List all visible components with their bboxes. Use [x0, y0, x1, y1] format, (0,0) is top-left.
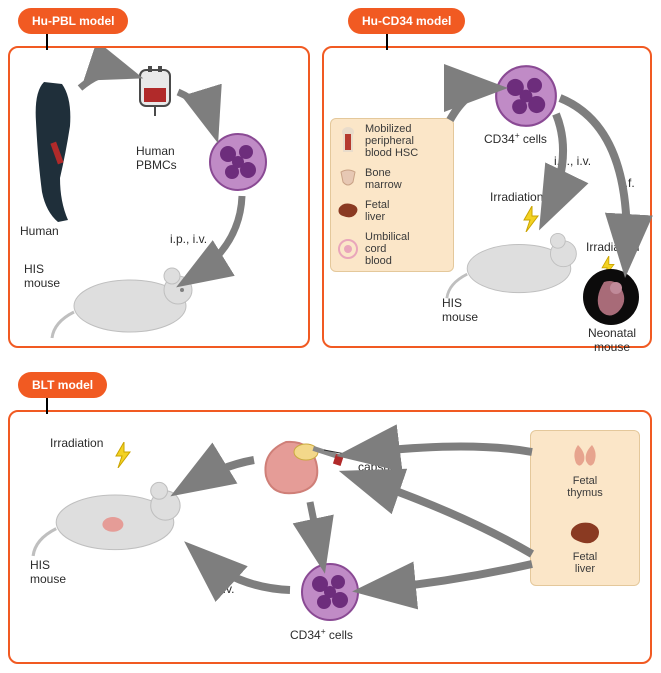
hu-pbl-badge: Hu-PBL model: [18, 8, 128, 34]
hu-pbl-panel: Human Human PBMCs i.p., i.v.: [8, 46, 310, 348]
hu-cd34-badge-stem: [386, 32, 388, 50]
hu-pbl-arrows: [10, 48, 312, 350]
hu-cd34-badge: Hu-CD34 model: [348, 8, 465, 34]
cd34-arrows: [324, 48, 654, 350]
blt-title: BLT model: [32, 378, 93, 392]
blt-panel: Irradiation HIS mouse Kidney capsu: [8, 410, 652, 664]
hu-cd34-panel: Mobilized peripheral blood HSC Bone marr…: [322, 46, 652, 348]
blt-badge: BLT model: [18, 372, 107, 398]
hu-pbl-title: Hu-PBL model: [32, 14, 114, 28]
blt-arrows: [10, 412, 654, 666]
hu-pbl-badge-stem: [46, 32, 48, 50]
blt-badge-stem: [46, 396, 48, 414]
hu-cd34-title: Hu-CD34 model: [362, 14, 451, 28]
